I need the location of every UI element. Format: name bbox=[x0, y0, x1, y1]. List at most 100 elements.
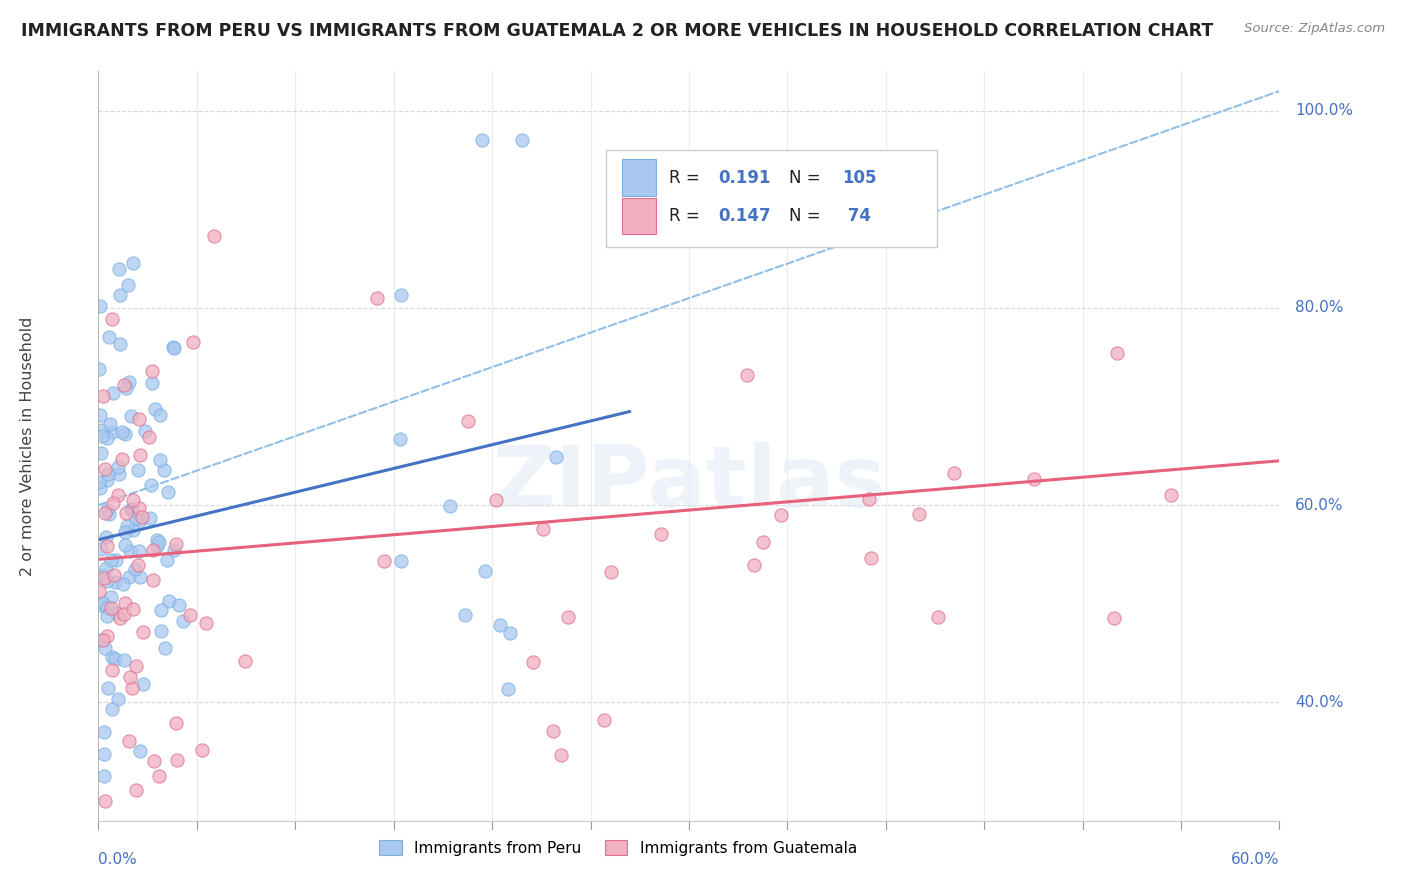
Text: 60.0%: 60.0% bbox=[1295, 498, 1344, 513]
Point bbox=[101, 386, 124, 401]
Point bbox=[96, 530, 118, 544]
Point bbox=[127, 463, 149, 477]
Point bbox=[141, 364, 163, 378]
Point bbox=[600, 565, 623, 579]
Point bbox=[89, 408, 111, 422]
Point bbox=[125, 783, 148, 797]
Point bbox=[942, 466, 965, 480]
Point bbox=[91, 568, 114, 582]
Point bbox=[89, 481, 111, 495]
Point bbox=[389, 288, 412, 302]
Point bbox=[510, 133, 533, 147]
Point bbox=[735, 368, 758, 382]
Point bbox=[90, 632, 112, 647]
Text: N =: N = bbox=[789, 169, 827, 186]
Point bbox=[121, 681, 143, 695]
Point bbox=[163, 341, 186, 355]
Text: IMMIGRANTS FROM PERU VS IMMIGRANTS FROM GUATEMALA 2 OR MORE VEHICLES IN HOUSEHOL: IMMIGRANTS FROM PERU VS IMMIGRANTS FROM … bbox=[21, 22, 1213, 40]
Point bbox=[120, 409, 142, 424]
Point bbox=[148, 769, 170, 783]
Point bbox=[124, 659, 146, 673]
Legend: Immigrants from Peru, Immigrants from Guatemala: Immigrants from Peru, Immigrants from Gu… bbox=[373, 833, 863, 862]
Point bbox=[471, 133, 494, 147]
FancyBboxPatch shape bbox=[621, 198, 655, 235]
Point bbox=[233, 654, 256, 668]
Point bbox=[96, 609, 118, 624]
Point bbox=[389, 553, 412, 567]
Point bbox=[132, 677, 155, 691]
Point bbox=[101, 311, 124, 326]
Point bbox=[117, 277, 139, 292]
Text: 0.0%: 0.0% bbox=[98, 852, 138, 867]
Point bbox=[162, 340, 184, 354]
Point bbox=[152, 463, 174, 477]
Point bbox=[131, 509, 153, 524]
Point bbox=[149, 409, 172, 423]
Point bbox=[121, 492, 143, 507]
Point bbox=[1102, 611, 1125, 625]
Point bbox=[165, 537, 187, 551]
Point bbox=[107, 692, 129, 706]
Point bbox=[146, 539, 169, 553]
Text: 2 or more Vehicles in Household: 2 or more Vehicles in Household bbox=[20, 317, 35, 575]
Point bbox=[204, 228, 226, 243]
Point bbox=[90, 542, 112, 557]
Point bbox=[100, 425, 122, 439]
Point bbox=[89, 299, 111, 313]
Point bbox=[96, 473, 118, 487]
Point bbox=[103, 568, 125, 582]
Text: 105: 105 bbox=[842, 169, 877, 186]
Point bbox=[118, 734, 141, 748]
Point bbox=[121, 503, 143, 517]
Point bbox=[114, 506, 136, 520]
Point bbox=[531, 522, 554, 536]
Point bbox=[96, 574, 118, 589]
Point bbox=[439, 500, 461, 514]
Point bbox=[134, 424, 156, 438]
Text: 74: 74 bbox=[842, 207, 872, 225]
Point bbox=[165, 715, 187, 730]
Text: N =: N = bbox=[789, 207, 827, 225]
Point bbox=[111, 425, 134, 439]
Point bbox=[98, 417, 121, 432]
Point bbox=[101, 650, 124, 665]
Point bbox=[93, 640, 115, 655]
Point bbox=[93, 769, 115, 783]
Point bbox=[118, 569, 141, 583]
Point bbox=[96, 431, 118, 445]
Point bbox=[125, 511, 148, 525]
Point bbox=[183, 334, 205, 349]
Point bbox=[97, 681, 120, 695]
Point bbox=[104, 575, 127, 590]
Point bbox=[114, 538, 136, 552]
Point bbox=[101, 496, 124, 510]
Point bbox=[166, 753, 188, 767]
Text: 40.0%: 40.0% bbox=[1295, 695, 1344, 710]
Point bbox=[858, 491, 880, 506]
Point bbox=[112, 378, 135, 392]
Point bbox=[114, 524, 136, 539]
Point bbox=[120, 502, 142, 516]
Point bbox=[89, 598, 111, 612]
Text: R =: R = bbox=[669, 169, 704, 186]
Point bbox=[522, 655, 544, 669]
Point bbox=[112, 577, 135, 591]
Point bbox=[111, 451, 134, 466]
Point bbox=[108, 467, 131, 481]
Point bbox=[131, 625, 153, 640]
Point bbox=[474, 564, 496, 578]
Point bbox=[541, 724, 564, 739]
Point bbox=[485, 493, 508, 508]
Point bbox=[157, 594, 180, 608]
Point bbox=[143, 402, 166, 417]
Point bbox=[112, 653, 135, 667]
Point bbox=[97, 508, 120, 522]
Point bbox=[93, 724, 115, 739]
Point bbox=[108, 288, 131, 302]
Point bbox=[650, 526, 672, 541]
Point bbox=[96, 503, 118, 517]
Point bbox=[453, 608, 475, 623]
Point bbox=[90, 429, 112, 443]
Point bbox=[98, 330, 121, 344]
Point bbox=[128, 449, 150, 463]
